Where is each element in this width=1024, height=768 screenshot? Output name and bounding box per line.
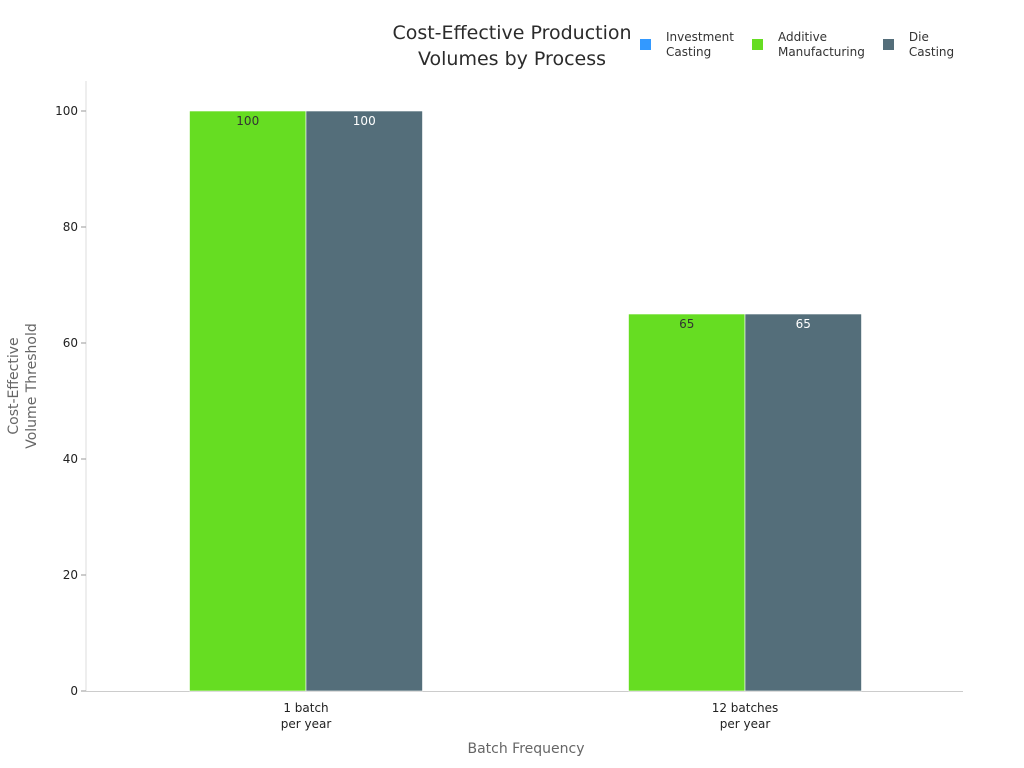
y-tick-label: 80 (63, 220, 78, 234)
x-tick-label: 1 batch (283, 701, 328, 715)
bar (189, 110, 307, 692)
y-tick-label: 40 (63, 452, 78, 466)
x-tick-label: 12 batches (712, 701, 779, 715)
x-tick-label: per year (281, 717, 332, 731)
legend-label: Additive Manufacturing (777, 30, 865, 59)
chart-title: Cost-Effective Production Volumes by Pro… (392, 22, 632, 70)
legend-label: Die Casting (908, 30, 955, 59)
x-tick-label: per year (720, 717, 771, 731)
legend: Investment Casting Additive Manufacturin… (640, 30, 954, 60)
legend-swatch (882, 39, 894, 50)
legend-item-investment-casting[interactable]: Investment Casting (640, 30, 734, 60)
bar (305, 110, 423, 692)
bar-value-label: 100 (236, 114, 259, 128)
bar (744, 313, 862, 692)
bar-value-label: 100 (353, 114, 376, 128)
legend-swatch (751, 39, 763, 50)
y-tick-label: 0 (70, 684, 78, 698)
bar-value-label: 65 (796, 317, 811, 331)
bar (628, 313, 746, 692)
y-tick-label: 100 (55, 104, 78, 118)
y-tick-label: 60 (63, 336, 78, 350)
bar-value-label: 65 (679, 317, 694, 331)
legend-item-die-casting[interactable]: Die Casting (882, 30, 955, 60)
legend-label: Investment Casting (666, 30, 734, 59)
y-tick-label: 20 (63, 568, 78, 582)
legend-item-additive-manufacturing[interactable]: Additive Manufacturing (751, 30, 865, 60)
legend-swatch (640, 39, 651, 50)
x-axis-label: Batch Frequency (467, 741, 585, 757)
